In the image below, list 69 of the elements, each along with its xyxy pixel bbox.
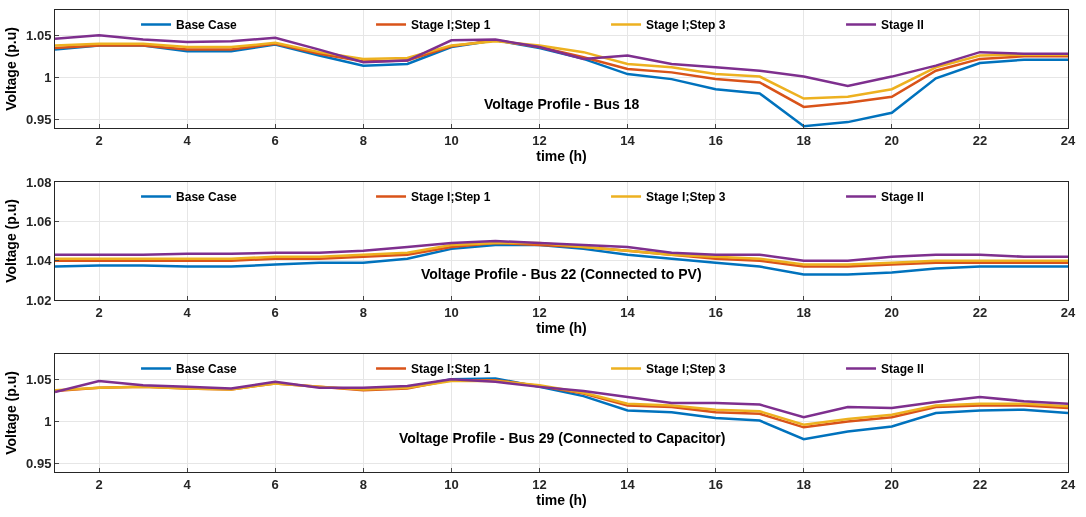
x-tick-label: 24 [1060, 132, 1076, 148]
legend-label: Stage II [881, 190, 924, 205]
x-tick-label: 12 [532, 132, 547, 148]
x-axis-title: time (h) [536, 319, 587, 336]
legend-label: Stage II [881, 18, 924, 33]
x-tick-label: 18 [796, 132, 811, 148]
x-tick-label: 6 [271, 476, 279, 492]
x-tick-label: 2 [95, 132, 103, 148]
x-axis-title: time (h) [536, 147, 587, 164]
legend-label: Stage I;Step 1 [411, 362, 491, 377]
x-tick-label: 14 [620, 476, 636, 492]
x-tick-label: 6 [271, 304, 279, 320]
legend-label: Base Case [176, 18, 238, 33]
x-tick-label: 6 [271, 132, 279, 148]
y-axis-title: Voltage (p.u) [2, 199, 19, 283]
legend-label: Stage I;Step 3 [646, 18, 726, 33]
x-tick-label: 24 [1060, 476, 1076, 492]
y-tick-label: 1 [44, 69, 52, 85]
line-series [55, 34, 1068, 88]
y-tick-label: 0.95 [26, 112, 52, 128]
y-axis-title: Voltage (p.u) [2, 371, 19, 455]
x-tick-label: 22 [972, 476, 988, 492]
y-tick-label: 1.04 [26, 253, 53, 269]
y-tick-label: 1.02 [26, 292, 52, 308]
x-tick-label: 8 [359, 476, 367, 492]
x-tick-label: 8 [359, 132, 367, 148]
legend-label: Stage I;Step 1 [411, 190, 491, 205]
legend-label: Base Case [176, 362, 238, 377]
x-tick-label: 20 [884, 304, 900, 320]
x-tick-label: 8 [359, 304, 367, 320]
y-tick-label: 1 [44, 413, 52, 429]
legend-label: Stage I;Step 1 [411, 18, 491, 33]
x-tick-label: 16 [708, 476, 723, 492]
x-tick-label: 10 [444, 476, 459, 492]
x-tick-label: 20 [884, 132, 900, 148]
x-tick-label: 20 [884, 476, 900, 492]
text: Voltage Profile - Bus 29 (Connected to Capacitor) [399, 430, 726, 446]
y-tick-label: 1.06 [26, 213, 52, 229]
legend-label: Stage II [881, 362, 924, 377]
legend-label: Stage I;Step 3 [646, 190, 726, 205]
x-tick-label: 16 [708, 132, 723, 148]
x-tick-label: 10 [444, 304, 459, 320]
x-tick-label: 16 [708, 304, 723, 320]
y-tick-label: 1.05 [26, 27, 52, 43]
x-tick-label: 14 [620, 304, 636, 320]
x-tick-label: 14 [620, 132, 636, 148]
legend-label: Stage I;Step 3 [646, 362, 726, 377]
x-tick-label: 2 [95, 304, 103, 320]
text: Voltage Profile - Bus 22 (Connected to PV) [421, 266, 702, 282]
x-tick-label: 4 [183, 304, 192, 320]
y-tick-label: 0.95 [26, 456, 52, 472]
line-series [55, 378, 1068, 419]
y-axis-title: Voltage (p.u) [2, 27, 19, 111]
x-tick-label: 22 [972, 132, 988, 148]
legend-label: Base Case [176, 190, 238, 205]
x-tick-label: 22 [972, 304, 988, 320]
y-tick-label: 1.05 [26, 371, 52, 387]
text: Voltage Profile - Bus 18 [484, 96, 640, 112]
x-tick-label: 10 [444, 132, 459, 148]
x-tick-label: 24 [1060, 304, 1076, 320]
x-axis-title: time (h) [536, 491, 587, 508]
x-tick-label: 12 [532, 476, 547, 492]
x-tick-label: 4 [183, 476, 192, 492]
x-tick-label: 2 [95, 476, 103, 492]
x-tick-label: 12 [532, 304, 547, 320]
x-tick-label: 18 [796, 476, 811, 492]
x-tick-label: 4 [183, 132, 192, 148]
y-tick-label: 1.08 [26, 174, 52, 190]
x-tick-label: 18 [796, 304, 811, 320]
